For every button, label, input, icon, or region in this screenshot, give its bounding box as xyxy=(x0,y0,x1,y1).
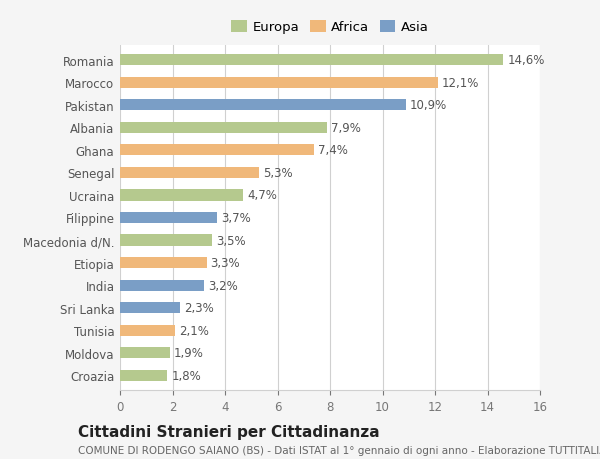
Bar xyxy=(120,325,175,336)
Bar xyxy=(120,302,181,313)
Text: 3,2%: 3,2% xyxy=(208,279,238,292)
Text: 5,3%: 5,3% xyxy=(263,167,293,179)
Bar xyxy=(120,55,503,66)
Text: Cittadini Stranieri per Cittadinanza: Cittadini Stranieri per Cittadinanza xyxy=(78,425,380,440)
Text: 1,9%: 1,9% xyxy=(174,347,203,359)
Text: 10,9%: 10,9% xyxy=(410,99,448,112)
Text: 7,9%: 7,9% xyxy=(331,122,361,134)
Bar xyxy=(120,235,212,246)
Bar xyxy=(120,280,204,291)
Legend: Europa, Africa, Asia: Europa, Africa, Asia xyxy=(229,18,431,37)
Bar xyxy=(120,370,167,381)
Text: 4,7%: 4,7% xyxy=(247,189,277,202)
Text: COMUNE DI RODENGO SAIANO (BS) - Dati ISTAT al 1° gennaio di ogni anno - Elaboraz: COMUNE DI RODENGO SAIANO (BS) - Dati IST… xyxy=(78,445,600,455)
Text: 14,6%: 14,6% xyxy=(507,54,545,67)
Text: 7,4%: 7,4% xyxy=(318,144,348,157)
Bar xyxy=(120,190,244,201)
Text: 1,8%: 1,8% xyxy=(171,369,201,382)
Bar xyxy=(120,347,170,358)
Bar xyxy=(120,123,328,134)
Bar xyxy=(120,257,206,269)
Text: 3,3%: 3,3% xyxy=(211,257,240,269)
Bar xyxy=(120,145,314,156)
Text: 2,1%: 2,1% xyxy=(179,324,209,337)
Text: 2,3%: 2,3% xyxy=(184,302,214,314)
Bar xyxy=(120,168,259,179)
Bar xyxy=(120,78,437,89)
Text: 3,7%: 3,7% xyxy=(221,212,251,224)
Bar xyxy=(120,100,406,111)
Bar xyxy=(120,213,217,224)
Text: 3,5%: 3,5% xyxy=(216,234,245,247)
Text: 12,1%: 12,1% xyxy=(442,77,479,90)
